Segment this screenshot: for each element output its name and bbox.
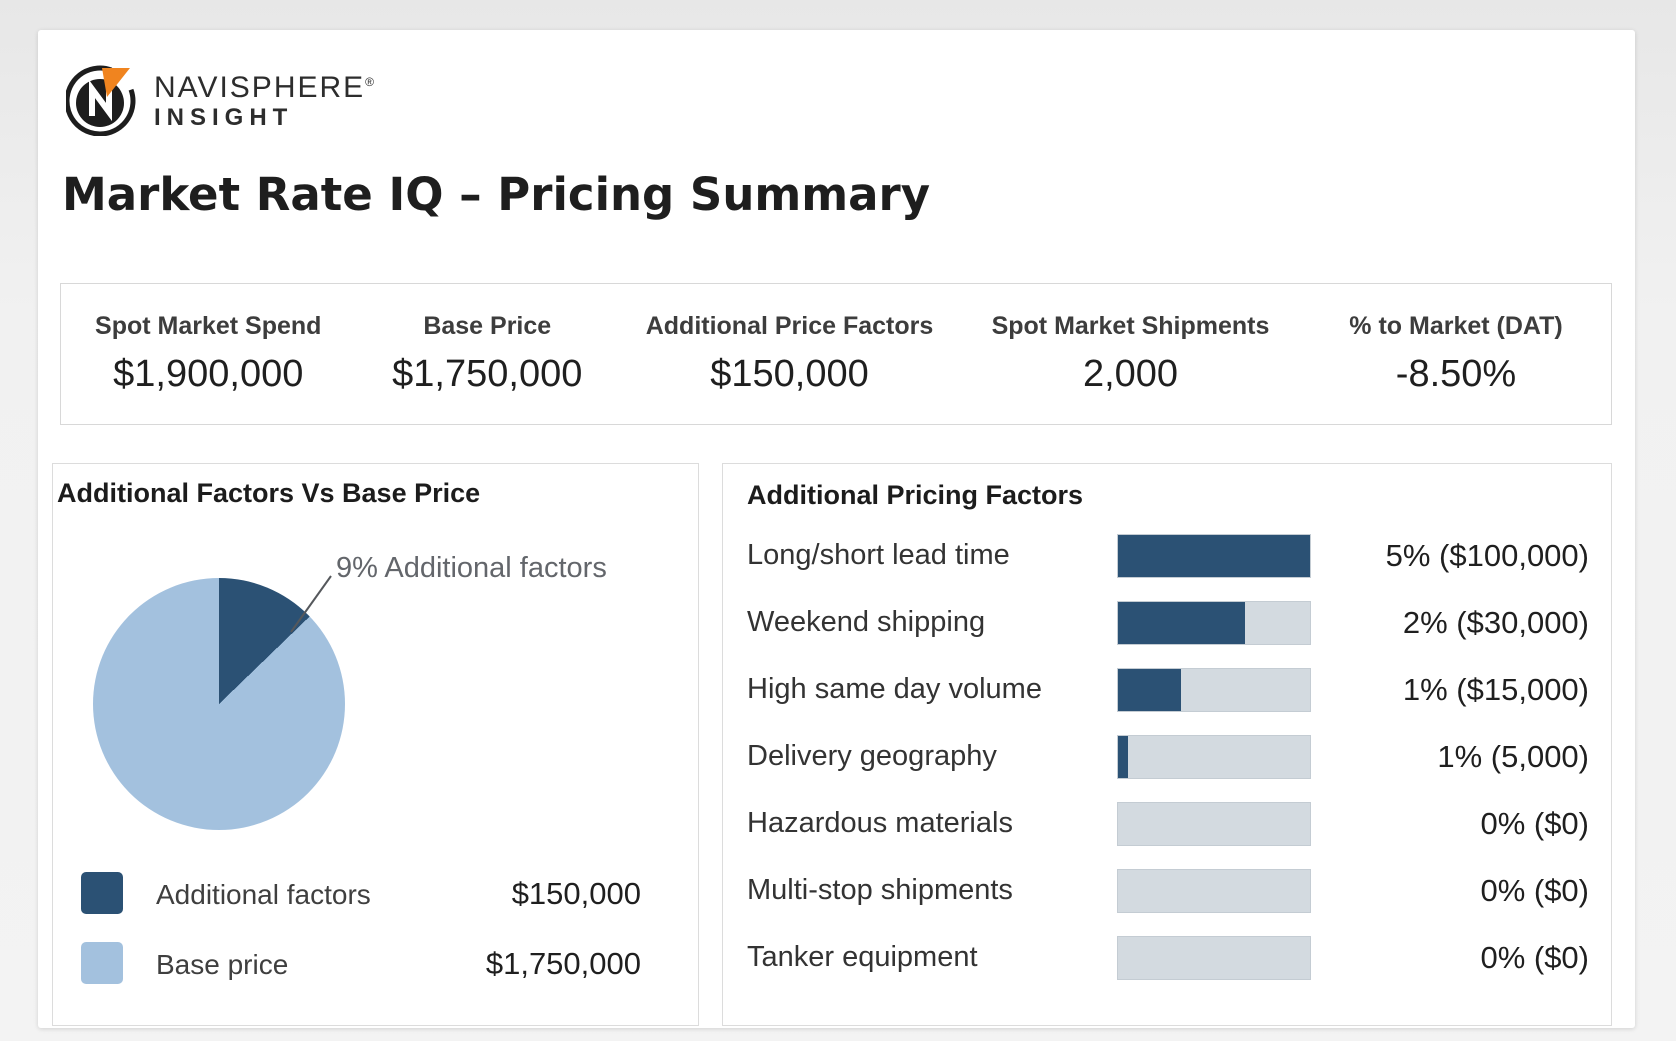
- bar-row-value: 1% (5,000): [1437, 739, 1589, 774]
- bar-row-label: Multi-stop shipments: [747, 874, 1013, 906]
- kpi-spot-market-shipments: Spot Market Shipments 2,000: [960, 312, 1301, 396]
- kpi-label: % to Market (DAT): [1349, 312, 1563, 340]
- legend-label: Additional factors: [156, 879, 371, 910]
- kpi-strip: Spot Market Spend $1,900,000 Base Price …: [60, 283, 1612, 425]
- bar-row-hazardous-materials: Hazardous materials 0% ($0): [723, 802, 1611, 846]
- bar-fill: [1118, 602, 1245, 644]
- bar-track: [1117, 735, 1311, 779]
- bar-row-label: Tanker equipment: [747, 941, 978, 973]
- pie-legend: Additional factors $150,000 Base price $…: [81, 872, 641, 1012]
- kpi-value: 2,000: [1082, 353, 1179, 395]
- kpi-value: $1,900,000: [113, 353, 304, 395]
- bar-row-value: 0% ($0): [1480, 940, 1589, 975]
- bar-track: [1117, 869, 1311, 913]
- bar-row-long-short-lead-time: Long/short lead time 5% ($100,000): [723, 534, 1611, 578]
- kpi-value: $150,000: [710, 353, 869, 395]
- bar-fill: [1118, 736, 1128, 778]
- brand-name: NAVISPHERE®: [154, 71, 377, 104]
- legend-label: Base price: [156, 949, 289, 980]
- bar-track: [1117, 668, 1311, 712]
- kpi-label: Additional Price Factors: [645, 312, 934, 340]
- bar-track: [1117, 936, 1311, 980]
- legend-swatch-additional-factors: [81, 872, 123, 914]
- bar-track: [1117, 802, 1311, 846]
- bar-row-label: Delivery geography: [747, 740, 997, 772]
- legend-swatch-base-price: [81, 942, 123, 984]
- bar-row-label: Long/short lead time: [747, 539, 1010, 571]
- kpi-additional-price-factors: Additional Price Factors $150,000: [619, 312, 960, 396]
- navisphere-logo-icon: [66, 65, 136, 136]
- bar-row-high-same-day-volume: High same day volume 1% ($15,000): [723, 668, 1611, 712]
- pie-panel-title: Additional Factors Vs Base Price: [57, 478, 481, 508]
- bar-row-label: Weekend shipping: [747, 606, 986, 638]
- kpi-value: $1,750,000: [392, 353, 583, 395]
- legend-item-base-price: Base price $1,750,000: [81, 942, 641, 984]
- bar-fill: [1118, 535, 1310, 577]
- kpi-percent-to-market: % to Market (DAT) -8.50%: [1301, 312, 1611, 396]
- bar-track: [1117, 601, 1311, 645]
- bar-row-multi-stop-shipments: Multi-stop shipments 0% ($0): [723, 869, 1611, 913]
- page-title: Market Rate IQ – Pricing Summary: [62, 168, 931, 221]
- bar-row-value: 2% ($30,000): [1402, 605, 1589, 640]
- bars-panel: Additional Pricing Factors Long/short le…: [722, 463, 1612, 1026]
- bar-track: [1117, 534, 1311, 578]
- product-name: INSIGHT: [154, 104, 294, 131]
- bar-fill: [1118, 669, 1182, 711]
- bar-row-value: 1% ($15,000): [1402, 672, 1589, 707]
- kpi-label: Base Price: [423, 312, 552, 340]
- kpi-label: Spot Market Spend: [95, 312, 322, 340]
- bars-panel-title: Additional Pricing Factors: [747, 480, 1084, 510]
- bar-row-value: 5% ($100,000): [1385, 538, 1589, 573]
- legend-value: $1,750,000: [485, 946, 641, 981]
- kpi-label: Spot Market Shipments: [991, 312, 1270, 340]
- legend-value: $150,000: [511, 876, 641, 911]
- bar-row-value: 0% ($0): [1480, 873, 1589, 908]
- pie-panel: Additional Factors Vs Base Price 9% Addi…: [52, 463, 699, 1026]
- pie-callout-label: 9% Additional factors: [336, 552, 607, 584]
- legend-item-additional-factors: Additional factors $150,000: [81, 872, 641, 914]
- registered-mark: ®: [365, 75, 377, 89]
- bar-row-delivery-geography: Delivery geography 1% (5,000): [723, 735, 1611, 779]
- bar-row-label: Hazardous materials: [747, 807, 1013, 839]
- report-card: NAVISPHERE® INSIGHT Market Rate IQ – Pri…: [38, 30, 1635, 1028]
- kpi-value: -8.50%: [1395, 353, 1517, 395]
- bar-row-weekend-shipping: Weekend shipping 2% ($30,000): [723, 601, 1611, 645]
- kpi-spot-market-spend: Spot Market Spend $1,900,000: [61, 312, 356, 396]
- pie-chart: [93, 578, 345, 830]
- kpi-base-price: Base Price $1,750,000: [356, 312, 620, 396]
- bar-row-value: 0% ($0): [1480, 806, 1589, 841]
- bar-row-label: High same day volume: [747, 673, 1042, 705]
- logo-text: NAVISPHERE® INSIGHT: [154, 66, 376, 132]
- navisphere-logo: NAVISPHERE® INSIGHT: [66, 62, 376, 136]
- bar-row-tanker-equipment: Tanker equipment 0% ($0): [723, 936, 1611, 980]
